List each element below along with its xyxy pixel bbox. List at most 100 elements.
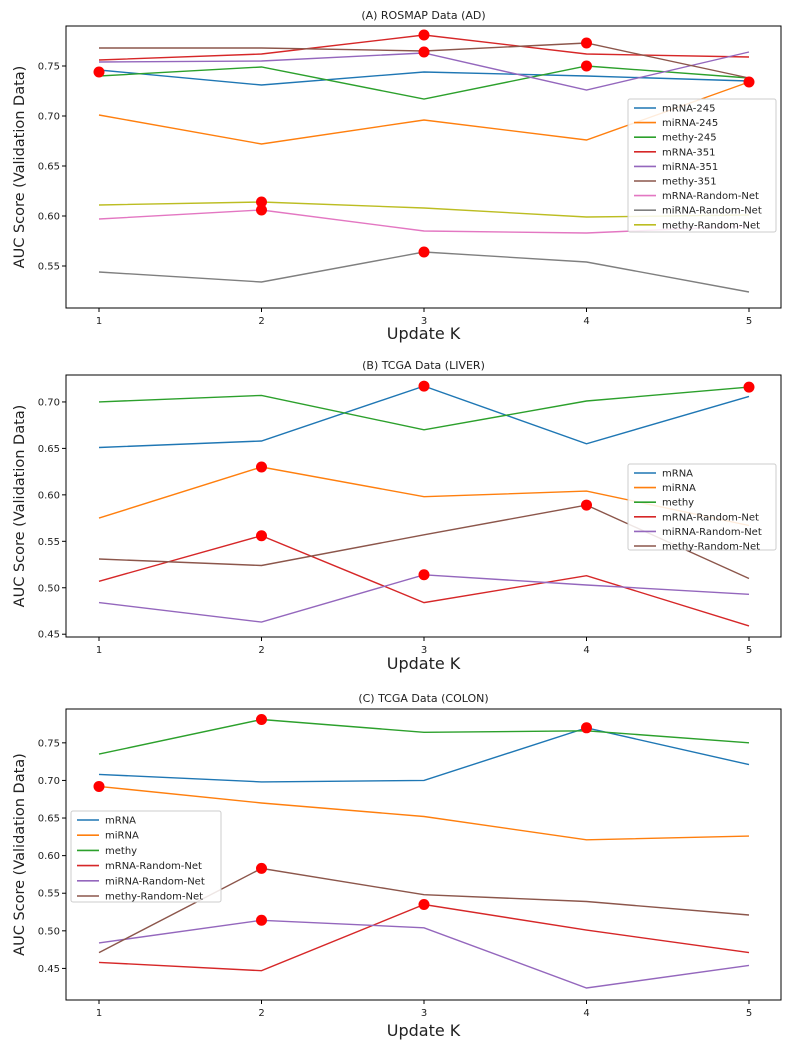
x-tick-label: 5: [746, 645, 752, 656]
legend-entry-label: miRNA-Random-Net: [662, 527, 762, 538]
highlight-marker: [256, 862, 267, 874]
legend-entry-label: methy-Random-Net: [105, 892, 203, 903]
series-line-mirna-random-net: [98, 251, 750, 293]
x-tick-label: 1: [96, 1008, 102, 1019]
y-tick-label: 0.45: [38, 964, 60, 975]
legend-entry-label: miRNA: [105, 831, 139, 842]
highlight-marker: [93, 66, 105, 78]
legend-entry-label: methy-245: [662, 133, 717, 144]
series-line-methy: [98, 386, 750, 431]
series-line-mrna-random-net: [98, 903, 750, 972]
y-tick-label: 0.70: [38, 776, 60, 787]
legend-entry-label: methy-Random-Net: [662, 220, 760, 231]
chart-title: (C) TCGA Data (COLON): [358, 692, 488, 705]
highlight-marker: [256, 461, 267, 473]
series-line-methy: [98, 718, 750, 755]
highlight-marker: [418, 29, 430, 41]
y-tick-label: 0.65: [38, 814, 60, 825]
legend-box: [627, 98, 777, 233]
series-line-mrna-245: [98, 69, 750, 86]
chart-panel-1: (B) TCGA Data (LIVER) 1 2 3 4 5 0.45 0.50 0.55 0.…: [12, 359, 782, 673]
legend: mRNA miRNA methy mRNA-Random-Net miRNA-Rando…: [627, 463, 777, 553]
legend-box: [70, 810, 222, 903]
highlight-marker: [256, 530, 267, 542]
x-tick-label: 4: [583, 645, 589, 656]
series-line-mrna: [98, 727, 750, 783]
y-tick-label: 0.50: [38, 926, 60, 937]
legend-entry-label: miRNA-Random-Net: [662, 206, 762, 217]
x-tick-label: 3: [421, 1008, 427, 1019]
y-tick-label: 0.55: [38, 889, 60, 900]
legend-entry-label: methy: [105, 846, 137, 857]
highlight-marker: [418, 569, 430, 581]
chart-title: (A) ROSMAP Data (AD): [361, 9, 485, 22]
x-tick-label: 5: [746, 1008, 752, 1019]
x-tick-label: 2: [258, 316, 264, 327]
highlight-marker: [418, 46, 430, 58]
highlight-marker: [418, 899, 430, 911]
legend: mRNA-245 miRNA-245 methy-245 mRNA-351 miRNA-…: [627, 98, 777, 233]
x-tick-label: 5: [746, 316, 752, 327]
highlight-marker: [256, 204, 267, 216]
legend-entry-label: miRNA: [662, 483, 696, 494]
legend-entry-label: methy-Random-Net: [662, 542, 760, 553]
highlight-marker: [581, 722, 592, 734]
series-line-mirna-random-net: [98, 919, 750, 989]
x-tick-label: 4: [583, 1008, 589, 1019]
chart-title: (B) TCGA Data (LIVER): [362, 359, 485, 372]
highlight-marker: [256, 914, 267, 926]
series-line-mirna-random-net: [98, 574, 750, 623]
highlight-marker: [743, 76, 755, 88]
chart-panel-2: (C) TCGA Data (COLON) 1 2 3 4 5 0.45 0.50 0.55 0.…: [12, 692, 782, 1040]
legend-entry-label: mRNA-Random-Net: [105, 861, 202, 872]
y-tick-label: 0.75: [38, 62, 60, 73]
legend-entry-label: mRNA-Random-Net: [662, 191, 759, 202]
legend: mRNA miRNA methy mRNA-Random-Net miRNA-Rando…: [70, 810, 222, 903]
x-tick-label: 4: [583, 316, 589, 327]
y-tick-label: 0.70: [38, 397, 60, 408]
highlight-marker: [581, 499, 592, 511]
legend-entry-label: methy-351: [662, 177, 717, 188]
highlight-marker: [256, 714, 267, 726]
highlight-marker: [743, 381, 755, 393]
x-tick-label: 2: [258, 1008, 264, 1019]
highlight-marker: [418, 246, 430, 258]
y-tick-label: 0.60: [38, 851, 60, 862]
x-tick-label: 1: [96, 645, 102, 656]
y-tick-label: 0.55: [38, 537, 60, 548]
legend-entry-label: miRNA-245: [662, 118, 718, 129]
series-line-methy-245: [98, 65, 750, 100]
series-line-mrna-random-net: [98, 534, 750, 627]
legend-entry-label: mRNA: [662, 469, 693, 480]
highlight-marker: [418, 380, 430, 392]
y-tick-label: 0.65: [38, 162, 60, 173]
y-tick-label: 0.60: [38, 212, 60, 223]
x-tick-label: 2: [258, 645, 264, 656]
highlight-marker: [256, 196, 267, 208]
y-axis-label: AUC Score (Validation Data): [12, 66, 28, 269]
x-axis-label: Update K: [387, 654, 461, 673]
y-tick-label: 0.75: [38, 738, 60, 749]
legend-entry-label: mRNA-245: [662, 104, 716, 115]
legend-entry-label: mRNA-Random-Net: [662, 512, 759, 523]
x-tick-label: 3: [421, 645, 427, 656]
y-tick-label: 0.55: [38, 262, 60, 273]
highlight-marker: [93, 780, 105, 792]
x-tick-label: 1: [96, 316, 102, 327]
legend-entry-label: mRNA-351: [662, 147, 716, 158]
highlight-marker: [581, 60, 592, 72]
y-axis-label: AUC Score (Validation Data): [12, 405, 28, 608]
y-tick-label: 0.70: [38, 112, 60, 123]
x-axis-label: Update K: [387, 1021, 461, 1040]
highlight-marker: [581, 37, 592, 49]
legend-entry-label: methy: [662, 498, 694, 509]
x-tick-label: 3: [421, 316, 427, 327]
legend-box: [627, 463, 777, 551]
x-axis-label: Update K: [387, 324, 461, 343]
legend-entry-label: miRNA-Random-Net: [105, 876, 205, 887]
chart-panel-0: (A) ROSMAP Data (AD) 1 2 3 4 5 0.55 0.60 0.65 0.7…: [12, 9, 782, 343]
y-tick-label: 0.45: [38, 630, 60, 641]
legend-entry-label: miRNA-351: [662, 162, 718, 173]
y-tick-label: 0.60: [38, 490, 60, 501]
